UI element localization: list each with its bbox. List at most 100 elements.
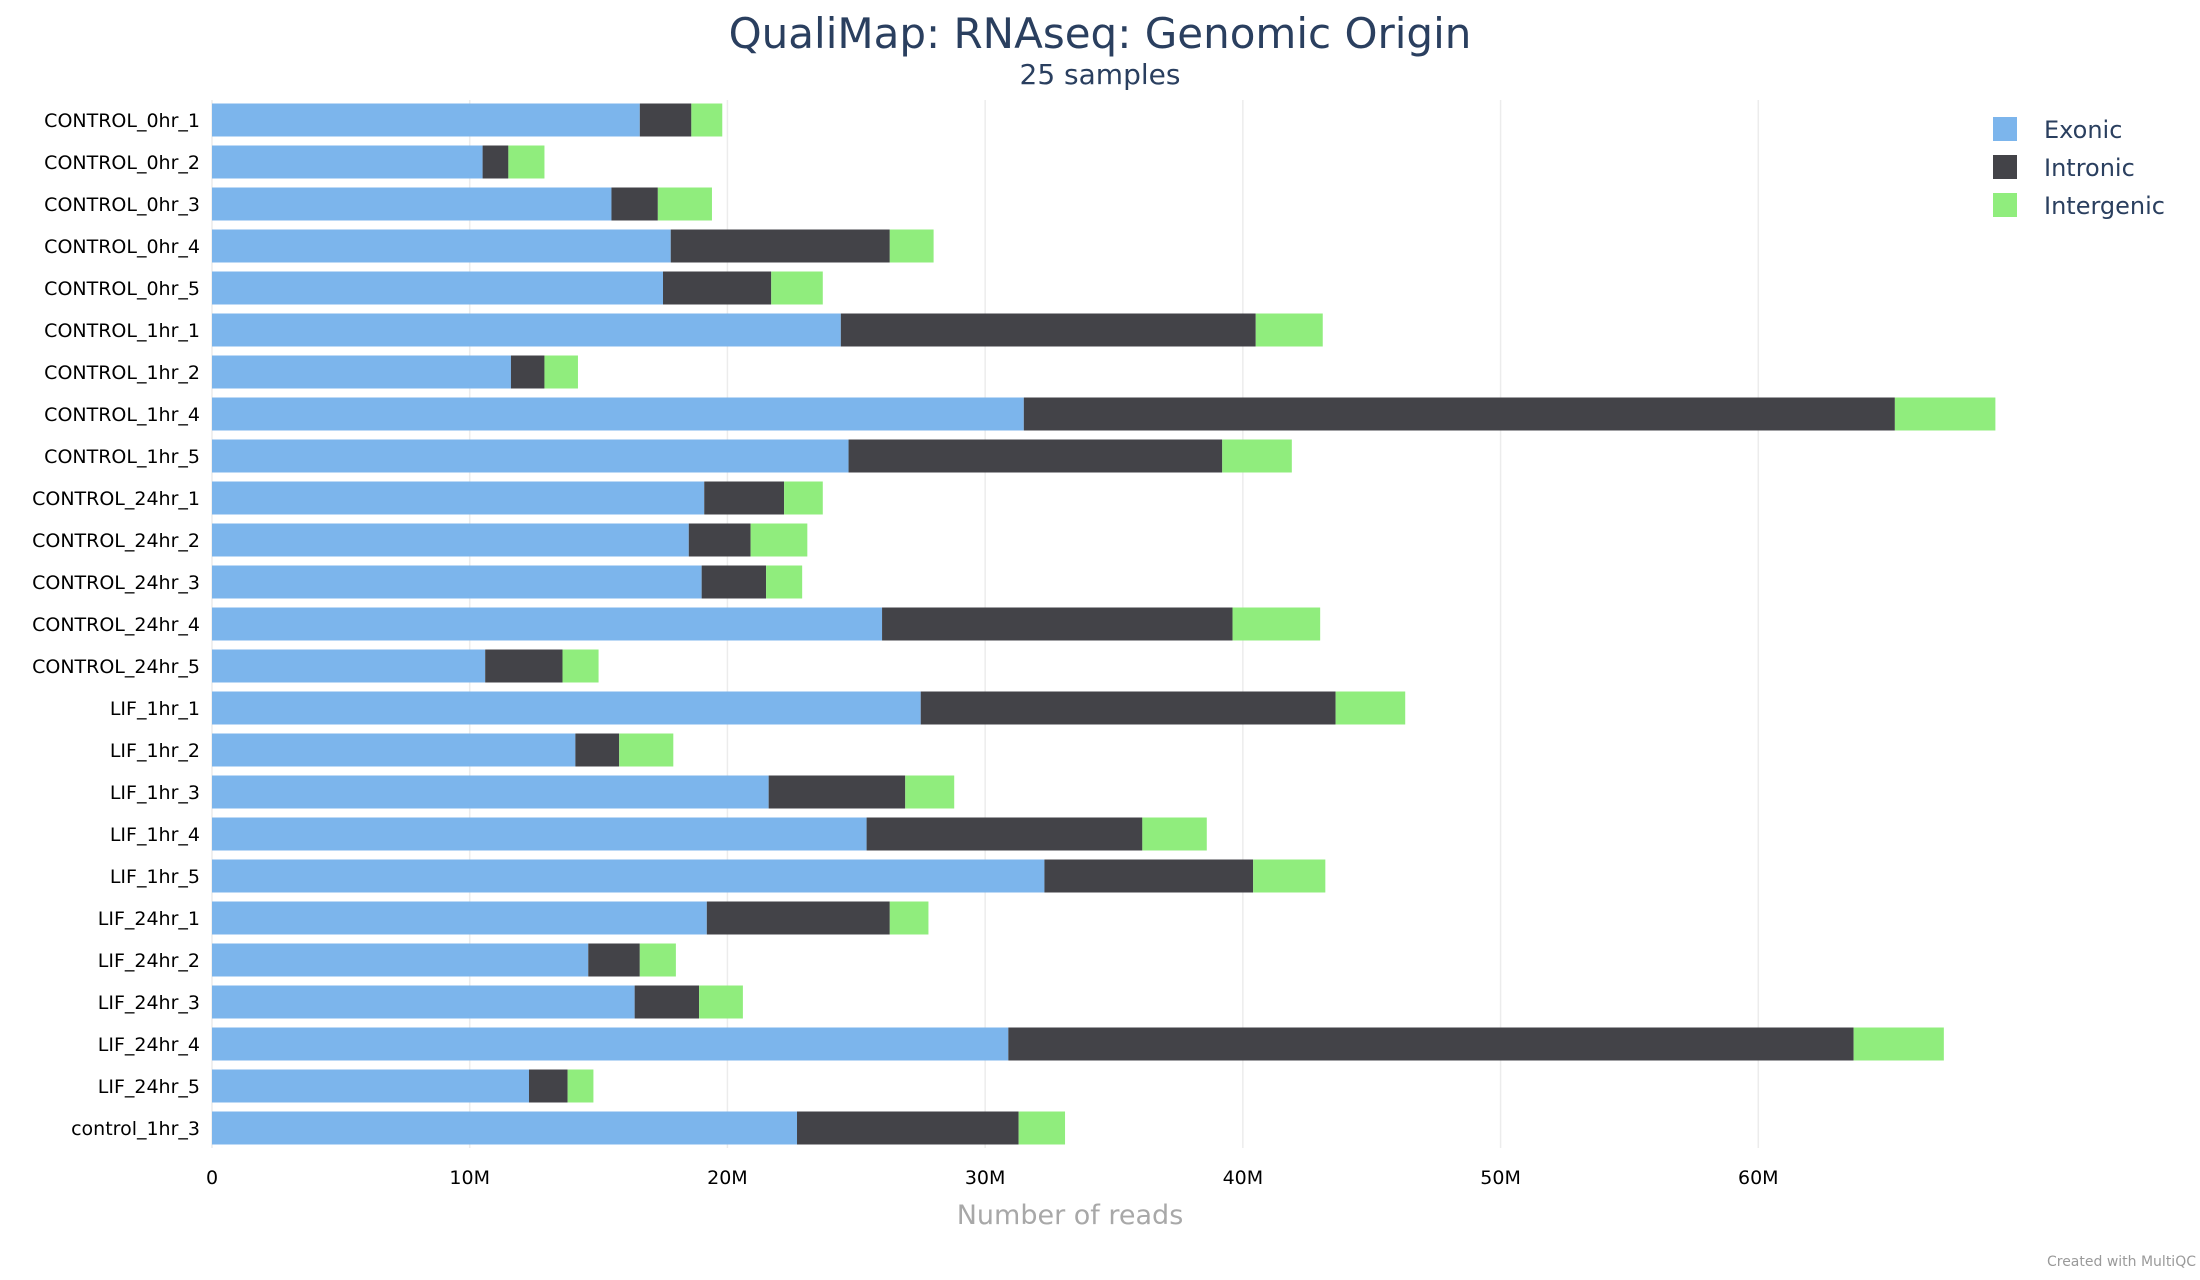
bar-segment-exonic [212, 985, 635, 1019]
y-tick-label: CONTROL_24hr_4 [32, 614, 200, 636]
bar-segment-exonic [212, 355, 511, 389]
bar-segment-exonic [212, 607, 883, 641]
bar-segment-exonic [212, 775, 769, 809]
bar-segment-intergenic [889, 901, 929, 935]
bar-segment-exonic [212, 271, 663, 305]
x-tick-label: 10M [449, 1167, 490, 1189]
bars [212, 103, 1996, 1145]
bar-segment-exonic [212, 103, 640, 137]
bar-segment-intronic [840, 313, 1256, 347]
y-tick-label: CONTROL_0hr_3 [44, 194, 200, 216]
chart-subtitle: 25 samples [1020, 58, 1181, 91]
bar-segment-intergenic [619, 733, 674, 767]
bar-segment-intronic [920, 691, 1336, 725]
y-tick-label: CONTROL_24hr_5 [32, 656, 200, 678]
x-axis-title: Number of reads [957, 1200, 1184, 1231]
bar-segment-exonic [212, 733, 576, 767]
bar-segment-exonic [212, 817, 867, 851]
bar-segment-intergenic [691, 103, 723, 137]
bar-segment-exonic [212, 229, 671, 263]
y-tick-label: CONTROL_0hr_4 [44, 236, 200, 258]
bar-segment-intronic [1023, 397, 1895, 431]
bar-segment-intergenic [889, 229, 934, 263]
bar-segment-intronic [482, 145, 509, 179]
bar-segment-intergenic [1853, 1027, 1944, 1061]
y-tick-label: CONTROL_24hr_1 [32, 488, 200, 510]
bar-segment-intronic [797, 1111, 1019, 1145]
bar-segment-intergenic [771, 271, 823, 305]
legend-label: Intronic [2044, 154, 2135, 182]
x-tick-label: 50M [1480, 1167, 1521, 1189]
bar-segment-intergenic [1018, 1111, 1066, 1145]
y-tick-label: control_1hr_3 [71, 1118, 200, 1140]
y-tick-label: LIF_1hr_2 [110, 740, 200, 762]
y-tick-label: CONTROL_0hr_5 [44, 278, 200, 300]
y-tick-label: CONTROL_1hr_4 [44, 404, 200, 426]
bar-segment-intronic [704, 481, 785, 515]
legend-swatch [1993, 193, 2017, 217]
bar-segment-exonic [212, 523, 689, 557]
bar-segment-intergenic [1253, 859, 1326, 893]
chart-title: QualiMap: RNAseq: Genomic Origin [729, 9, 1472, 58]
bar-segment-intronic [575, 733, 620, 767]
bar-segment-intronic [768, 775, 906, 809]
legend-label: Exonic [2044, 116, 2122, 144]
bar-segment-intergenic [766, 565, 803, 599]
bar-segment-exonic [212, 1111, 798, 1145]
x-tick-label: 0 [206, 1167, 218, 1189]
y-tick-label: CONTROL_1hr_1 [44, 320, 200, 342]
y-tick-label: LIF_24hr_2 [98, 950, 200, 972]
bar-segment-exonic [212, 859, 1045, 893]
bar-segment-intronic [1008, 1027, 1854, 1061]
y-tick-label: LIF_1hr_1 [110, 698, 200, 720]
bar-segment-intronic [848, 439, 1223, 473]
bar-segment-intergenic [639, 943, 676, 977]
bar-segment-exonic [212, 649, 486, 683]
bar-segment-exonic [212, 187, 612, 221]
bar-segment-intergenic [1894, 397, 1996, 431]
x-tick-label: 40M [1223, 1167, 1264, 1189]
legend-label: Intergenic [2044, 192, 2165, 220]
bar-segment-exonic [212, 439, 849, 473]
bar-segment-intergenic [750, 523, 808, 557]
y-tick-label: CONTROL_24hr_3 [32, 572, 200, 594]
y-tick-label: LIF_1hr_4 [110, 824, 200, 846]
bar-segment-exonic [212, 943, 589, 977]
bar-segment-intronic [882, 607, 1233, 641]
bar-segment-intronic [639, 103, 692, 137]
bar-segment-intergenic [905, 775, 955, 809]
x-tick-label: 20M [707, 1167, 748, 1189]
bar-segment-intergenic [562, 649, 599, 683]
bar-segment-intronic [611, 187, 658, 221]
bar-segment-intergenic [1142, 817, 1207, 851]
bar-segment-intergenic [1255, 313, 1323, 347]
bar-segment-intronic [670, 229, 890, 263]
legend-swatch [1993, 155, 2017, 179]
bar-segment-exonic [212, 901, 707, 935]
bar-segment-exonic [212, 481, 705, 515]
bar-segment-intergenic [657, 187, 712, 221]
bar-segment-intronic [634, 985, 700, 1019]
bar-segment-intronic [510, 355, 545, 389]
bar-segment-intronic [485, 649, 563, 683]
y-tick-label: CONTROL_1hr_5 [44, 446, 200, 468]
bar-segment-intergenic [1232, 607, 1321, 641]
bar-segment-intronic [528, 1069, 568, 1103]
bar-segment-exonic [212, 1027, 1009, 1061]
y-tick-label: LIF_1hr_5 [110, 866, 200, 888]
bar-segment-intergenic [1222, 439, 1292, 473]
bar-segment-intergenic [1335, 691, 1406, 725]
bar-segment-intronic [701, 565, 767, 599]
y-tick-label: CONTROL_0hr_1 [44, 110, 200, 132]
bar-segment-exonic [212, 565, 702, 599]
y-tick-label: CONTROL_1hr_2 [44, 362, 200, 384]
bar-segment-exonic [212, 691, 921, 725]
bar-segment-intergenic [508, 145, 545, 179]
bar-segment-intronic [866, 817, 1143, 851]
bar-segment-intronic [663, 271, 772, 305]
legend: Exonic Intronic Intergenic [1993, 116, 2165, 220]
bar-segment-intronic [1044, 859, 1254, 893]
credit-text: Created with MultiQC [2047, 1254, 2196, 1270]
bar-segment-intergenic [784, 481, 823, 515]
legend-swatch [1993, 117, 2017, 141]
